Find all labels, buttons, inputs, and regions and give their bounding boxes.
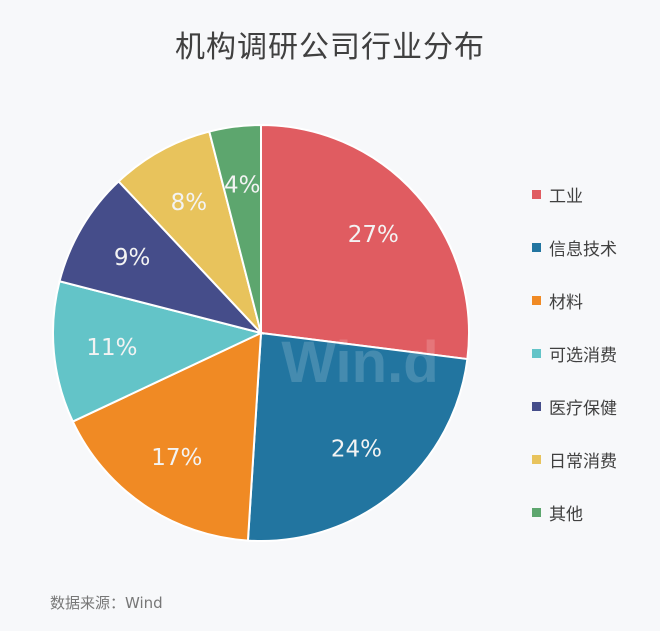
pie-slice-3 — [71, 331, 263, 542]
slice-label-5: 9% — [114, 245, 151, 271]
slice-label-4: 11% — [86, 335, 137, 361]
legend-label: 材料 — [549, 292, 583, 313]
pie-slice-4 — [52, 280, 264, 423]
slice-label-7: 4% — [224, 172, 261, 198]
pie-slice-1 — [260, 123, 470, 361]
slice-label-6: 8% — [171, 190, 208, 216]
source-note: 数据来源：Wind — [50, 594, 163, 612]
legend-label: 医疗保健 — [549, 398, 617, 419]
legend-swatch — [532, 401, 541, 411]
legend-label: 信息技术 — [549, 239, 617, 260]
slice-labels: 27% 24% 17% 11% 9% 8% 4% — [86, 172, 399, 470]
legend-swatch — [532, 507, 541, 517]
legend-swatch — [532, 242, 541, 252]
legend-item-5: 医疗保健 — [532, 392, 617, 420]
legend-label: 日常消费 — [549, 451, 617, 472]
pie-slice-7 — [208, 123, 262, 334]
pie-slice-5 — [58, 179, 265, 335]
slice-label-1: 27% — [348, 222, 399, 248]
slice-label-2: 24% — [331, 436, 382, 462]
legend-swatch — [532, 189, 541, 199]
legend-swatch — [532, 295, 541, 305]
slice-label-3: 17% — [151, 445, 202, 471]
legend-swatch — [532, 454, 541, 464]
legend-item-3: 材料 — [532, 286, 617, 314]
legend-item-1: 工业 — [532, 180, 617, 208]
legend-swatch — [532, 348, 541, 358]
watermark: Win.d — [281, 330, 438, 395]
chart-title: 机构调研公司行业分布 — [175, 30, 485, 65]
legend-label: 可选消费 — [549, 345, 617, 366]
legend-label: 工业 — [549, 186, 583, 207]
legend-item-4: 可选消费 — [532, 339, 617, 367]
legend-item-6: 日常消费 — [532, 445, 617, 473]
pie-slices — [52, 123, 470, 542]
legend-item-2: 信息技术 — [532, 233, 617, 261]
pie-slice-6 — [117, 130, 262, 334]
legend-label: 其他 — [549, 504, 583, 525]
pie-slice-2 — [246, 331, 469, 542]
legend: 工业信息技术材料可选消费医疗保健日常消费其他 — [532, 180, 617, 551]
legend-item-7: 其他 — [532, 498, 617, 526]
